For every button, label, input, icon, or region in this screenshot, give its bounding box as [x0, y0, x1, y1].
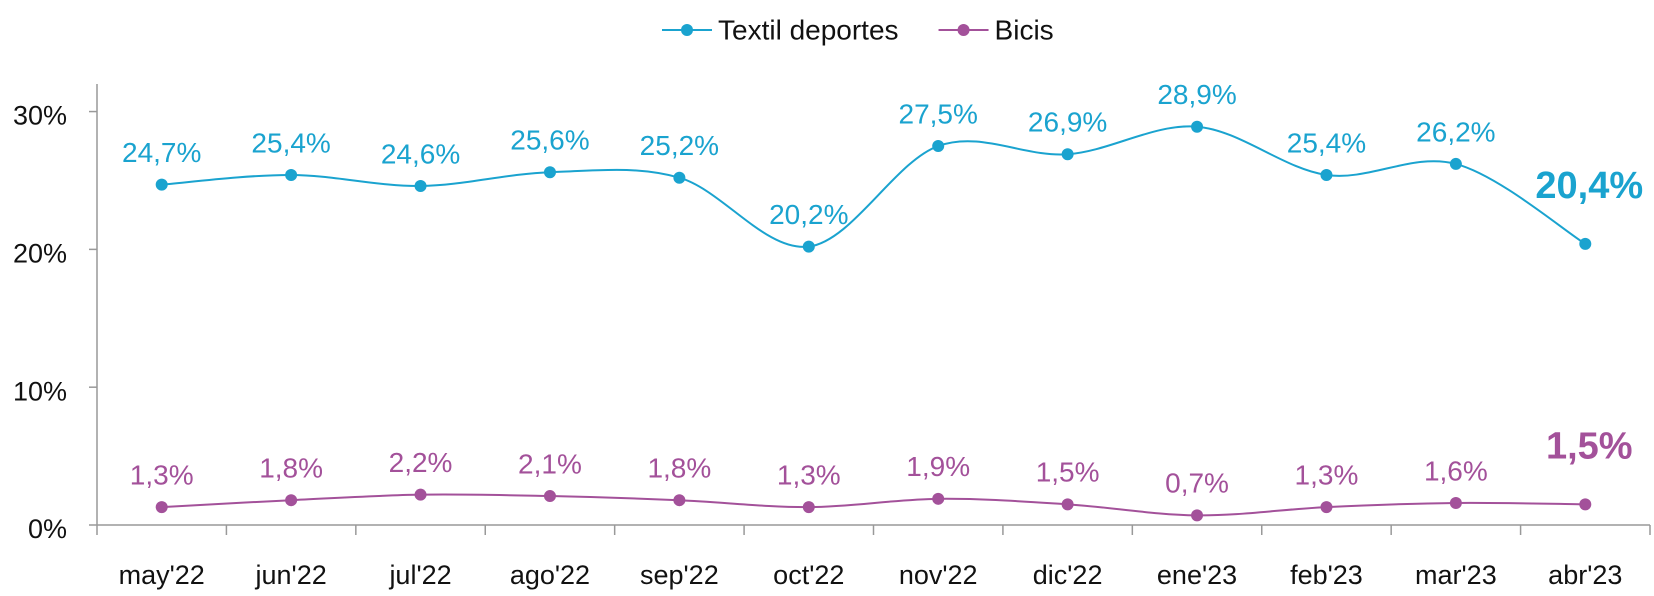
data-point: [932, 492, 945, 505]
x-tick-label: feb'23: [1290, 560, 1363, 590]
y-tick-label: 30%: [13, 101, 67, 131]
x-tick-label: ene'23: [1157, 560, 1237, 590]
data-point: [1191, 120, 1204, 133]
data-label: 1,5%: [1036, 457, 1100, 488]
data-label: 1,6%: [1424, 455, 1488, 486]
data-label: 24,7%: [122, 137, 201, 168]
data-label: 1,5%: [1546, 425, 1633, 467]
y-tick-label: 0%: [28, 514, 67, 544]
legend-marker: [957, 24, 970, 36]
x-tick-label: jun'22: [255, 560, 327, 590]
x-tick-label: nov'22: [899, 560, 978, 590]
x-tick-label: ago'22: [510, 560, 590, 590]
legend-marker: [681, 24, 693, 36]
data-point: [1579, 498, 1592, 511]
x-tick-label: abr'23: [1548, 560, 1622, 590]
x-tick-label: may'22: [119, 560, 205, 590]
data-point: [1449, 496, 1462, 509]
data-point: [802, 501, 815, 514]
data-point: [155, 178, 168, 191]
data-point: [1320, 501, 1333, 514]
data-label: 24,6%: [381, 138, 460, 169]
data-label: 25,4%: [251, 127, 330, 158]
data-point: [1191, 509, 1204, 522]
series-line: [161, 125, 1586, 248]
x-tick-label: sep'22: [640, 560, 719, 590]
data-point: [155, 501, 168, 514]
data-label: 1,8%: [647, 453, 711, 484]
series-line: [161, 493, 1586, 517]
data-label: 1,8%: [259, 453, 323, 484]
data-point: [285, 494, 298, 507]
data-label: 1,3%: [1295, 459, 1359, 490]
data-point: [673, 171, 686, 184]
data-point: [1061, 498, 1074, 511]
data-label: 26,9%: [1028, 107, 1107, 138]
data-point: [1449, 157, 1462, 170]
data-label: 0,7%: [1165, 468, 1229, 499]
data-point: [543, 166, 556, 179]
legend-label: Textil deportes: [718, 14, 899, 45]
data-label: 1,3%: [777, 459, 841, 490]
x-tick-label: jul'22: [388, 560, 451, 590]
data-point: [285, 168, 298, 181]
data-label: 2,1%: [518, 448, 582, 479]
x-tick-label: oct'22: [773, 560, 844, 590]
data-label: 25,6%: [510, 125, 589, 156]
data-label: 25,4%: [1287, 127, 1366, 158]
data-point: [802, 240, 815, 253]
data-point: [1579, 237, 1592, 250]
y-tick-label: 20%: [13, 239, 67, 269]
data-label: 1,9%: [906, 451, 970, 482]
data-point: [673, 494, 686, 507]
data-point: [414, 488, 427, 501]
data-label: 27,5%: [899, 98, 978, 129]
data-point: [1061, 148, 1074, 161]
data-label: 20,2%: [769, 199, 848, 230]
data-label: 20,4%: [1535, 165, 1643, 207]
legend-label: Bicis: [995, 14, 1054, 45]
x-tick-label: dic'22: [1033, 560, 1103, 590]
data-point: [414, 179, 427, 192]
data-label: 1,3%: [130, 459, 194, 490]
data-point: [932, 140, 945, 153]
x-tick-label: mar'23: [1415, 560, 1497, 590]
y-tick-label: 10%: [13, 376, 67, 406]
data-label: 28,9%: [1157, 79, 1236, 110]
data-label: 2,2%: [389, 447, 453, 478]
data-label: 25,2%: [640, 130, 719, 161]
data-label: 26,2%: [1416, 116, 1495, 147]
data-point: [543, 490, 556, 503]
data-point: [1320, 168, 1333, 181]
